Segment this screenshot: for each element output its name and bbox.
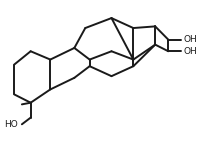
Text: HO: HO [4, 120, 18, 129]
Text: OH: OH [184, 47, 197, 56]
Text: OH: OH [184, 35, 197, 44]
